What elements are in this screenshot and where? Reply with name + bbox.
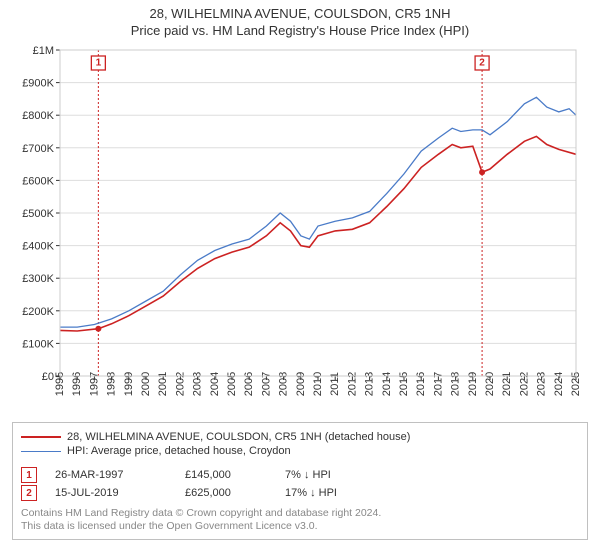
svg-text:2006: 2006: [243, 372, 255, 396]
sale-date: 15-JUL-2019: [55, 487, 185, 499]
title-line-2: Price paid vs. HM Land Registry's House …: [12, 23, 588, 38]
svg-text:2010: 2010: [312, 372, 324, 396]
chart-svg: £0 £100K £200K £300K £400K £500K £600K £700K £80…: [12, 38, 588, 418]
info-box: 28, WILHELMINA AVENUE, COULSDON, CR5 1NH…: [12, 422, 588, 540]
svg-text:2019: 2019: [467, 372, 479, 396]
svg-text:2002: 2002: [174, 372, 186, 396]
svg-text:2001: 2001: [157, 372, 169, 396]
svg-text:£700K: £700K: [22, 143, 54, 155]
svg-text:2004: 2004: [209, 372, 221, 396]
sale-marker-1: 1: [21, 467, 37, 483]
svg-text:2018: 2018: [450, 372, 462, 396]
svg-text:2021: 2021: [501, 372, 513, 396]
chart: £0 £100K £200K £300K £400K £500K £600K £700K £80…: [12, 38, 588, 418]
svg-text:£200K: £200K: [22, 306, 54, 318]
sale-marker-2: 2: [21, 485, 37, 501]
svg-text:£100K: £100K: [22, 338, 54, 350]
svg-text:£600K: £600K: [22, 175, 54, 187]
legend-label-blue: HPI: Average price, detached house, Croy…: [67, 445, 291, 457]
licence-text: Contains HM Land Registry data © Crown c…: [21, 507, 579, 533]
svg-text:1999: 1999: [123, 372, 135, 396]
legend-label-red: 28, WILHELMINA AVENUE, COULSDON, CR5 1NH…: [67, 431, 410, 443]
licence-line-2: This data is licensed under the Open Gov…: [21, 520, 579, 533]
legend-swatch-blue: [21, 451, 61, 452]
sale-row: 1 26-MAR-1997£145,0007% ↓ HPI: [21, 467, 579, 483]
sale-row: 2 15-JUL-2019£625,00017% ↓ HPI: [21, 485, 579, 501]
svg-text:£300K: £300K: [22, 273, 54, 285]
legend-row-blue: HPI: Average price, detached house, Croy…: [21, 445, 579, 457]
svg-text:£400K: £400K: [22, 241, 54, 253]
svg-text:2008: 2008: [278, 372, 290, 396]
svg-text:2007: 2007: [260, 372, 272, 396]
title-line-1: 28, WILHELMINA AVENUE, COULSDON, CR5 1NH: [12, 6, 588, 21]
svg-text:2013: 2013: [364, 372, 376, 396]
svg-text:2022: 2022: [518, 372, 530, 396]
svg-text:£0: £0: [42, 371, 54, 383]
svg-text:2016: 2016: [415, 372, 427, 396]
svg-text:2024: 2024: [553, 372, 565, 396]
legend-row-red: 28, WILHELMINA AVENUE, COULSDON, CR5 1NH…: [21, 431, 579, 443]
chart-title-block: 28, WILHELMINA AVENUE, COULSDON, CR5 1NH…: [12, 0, 588, 38]
legend-swatch-red: [21, 436, 61, 438]
svg-text:£800K: £800K: [22, 110, 54, 122]
svg-text:2009: 2009: [295, 372, 307, 396]
svg-text:1: 1: [96, 58, 102, 69]
sale-date: 26-MAR-1997: [55, 469, 185, 481]
svg-text:2000: 2000: [140, 372, 152, 396]
svg-text:2003: 2003: [192, 372, 204, 396]
svg-text:£900K: £900K: [22, 78, 54, 90]
svg-text:2015: 2015: [398, 372, 410, 396]
svg-text:2017: 2017: [432, 372, 444, 396]
sale-pct: 7% ↓ HPI: [285, 469, 331, 481]
svg-text:1996: 1996: [71, 372, 83, 396]
licence-line-1: Contains HM Land Registry data © Crown c…: [21, 507, 579, 520]
sale-price: £625,000: [185, 487, 285, 499]
svg-text:2012: 2012: [346, 372, 358, 396]
svg-text:2005: 2005: [226, 372, 238, 396]
svg-text:1998: 1998: [106, 372, 118, 396]
svg-text:2014: 2014: [381, 372, 393, 396]
svg-text:£1M: £1M: [33, 45, 54, 57]
svg-text:£500K: £500K: [22, 208, 54, 220]
svg-text:2023: 2023: [536, 372, 548, 396]
svg-text:2: 2: [479, 58, 485, 69]
sale-price: £145,000: [185, 469, 285, 481]
sale-pct: 17% ↓ HPI: [285, 487, 337, 499]
svg-text:2020: 2020: [484, 372, 496, 396]
